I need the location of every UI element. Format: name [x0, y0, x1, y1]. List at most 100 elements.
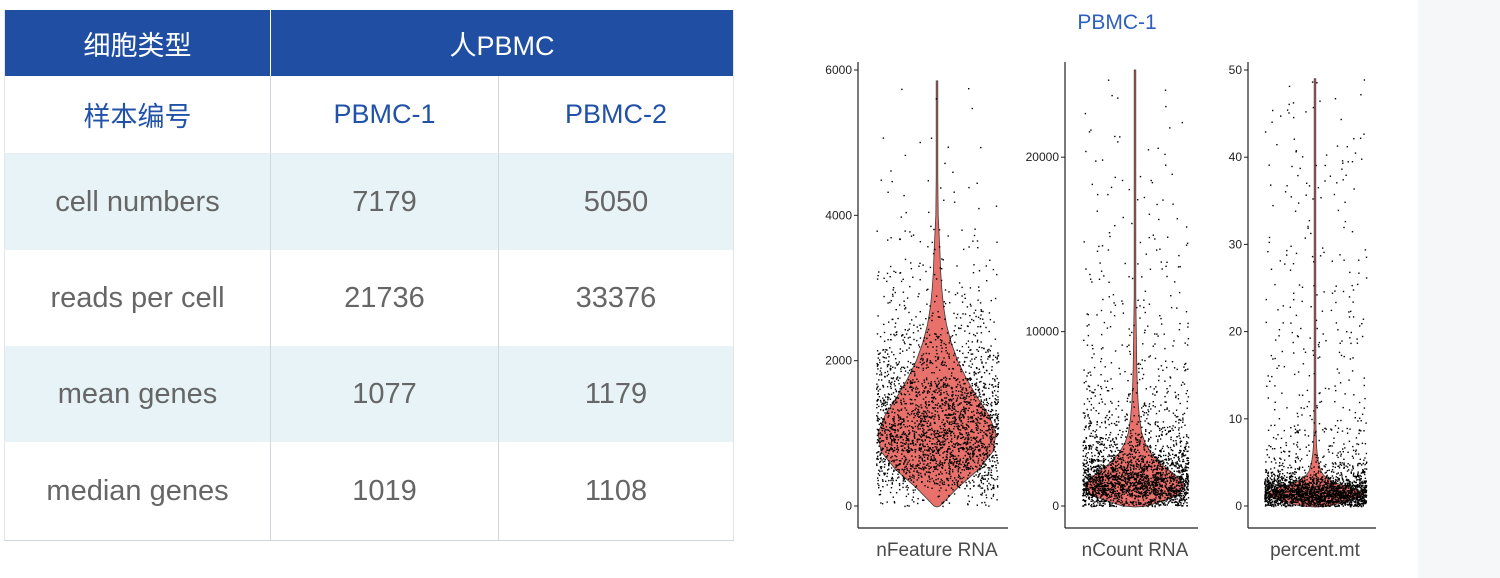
- data-point: [972, 456, 974, 458]
- data-point: [1150, 447, 1152, 449]
- data-point: [1125, 471, 1128, 473]
- data-point: [972, 391, 974, 393]
- data-point: [1131, 496, 1133, 498]
- data-point: [1098, 451, 1100, 453]
- data-point: [900, 392, 902, 394]
- data-point: [991, 391, 994, 393]
- data-point: [1177, 467, 1179, 469]
- sample-1-header: PBMC-1: [270, 76, 499, 154]
- data-point: [1113, 486, 1116, 488]
- data-point: [1149, 492, 1152, 495]
- data-point: [904, 258, 907, 261]
- data-point: [1096, 449, 1099, 452]
- data-point: [889, 301, 891, 304]
- data-point: [985, 399, 988, 401]
- data-point: [976, 396, 979, 398]
- data-point: [1142, 373, 1145, 376]
- data-point: [940, 334, 942, 336]
- data-point: [1089, 273, 1091, 276]
- data-point: [1133, 457, 1135, 460]
- data-point: [939, 394, 941, 396]
- data-point: [890, 442, 893, 444]
- data-point: [975, 392, 977, 394]
- data-point: [914, 489, 916, 491]
- data-point: [1165, 484, 1168, 486]
- data-point: [910, 465, 912, 467]
- data-point: [978, 368, 980, 370]
- data-point: [1109, 482, 1111, 485]
- data-point: [1169, 494, 1172, 497]
- data-point: [1185, 478, 1187, 480]
- data-point: [901, 457, 903, 460]
- data-point: [970, 448, 972, 451]
- data-point: [1129, 444, 1131, 446]
- data-point: [888, 364, 890, 366]
- data-point: [1163, 479, 1165, 482]
- data-point: [1083, 478, 1085, 480]
- data-point: [1116, 464, 1119, 467]
- data-point: [1174, 490, 1176, 492]
- data-point: [1096, 250, 1099, 252]
- data-point: [882, 440, 885, 442]
- data-point: [886, 438, 888, 440]
- data-point: [973, 371, 976, 373]
- data-point: [1146, 460, 1148, 463]
- data-point: [1167, 494, 1169, 497]
- data-point: [1104, 458, 1107, 461]
- data-point: [983, 393, 985, 395]
- data-point: [886, 454, 889, 457]
- data-point: [1135, 392, 1138, 394]
- data-point: [1148, 484, 1150, 486]
- data-point: [1096, 484, 1098, 487]
- data-point: [946, 420, 948, 422]
- data-point: [1179, 322, 1181, 325]
- data-point: [981, 487, 984, 489]
- data-point: [885, 480, 887, 482]
- data-point: [979, 455, 982, 457]
- data-point: [880, 490, 882, 492]
- data-point: [980, 376, 983, 379]
- data-point: [1103, 492, 1105, 494]
- data-point: [881, 447, 883, 449]
- data-point: [922, 369, 924, 371]
- data-point: [1169, 127, 1171, 129]
- data-point: [1185, 477, 1188, 480]
- data-point: [1102, 455, 1105, 457]
- data-point: [1187, 473, 1189, 476]
- data-point: [1138, 488, 1140, 490]
- data-point: [1130, 494, 1132, 496]
- data-point: [1142, 461, 1145, 463]
- data-point: [992, 386, 995, 388]
- data-point: [986, 480, 988, 482]
- data-point: [1099, 437, 1101, 439]
- data-point: [979, 448, 981, 450]
- data-point: [1179, 501, 1181, 504]
- data-point: [1152, 451, 1154, 454]
- data-point: [1134, 448, 1136, 450]
- data-point: [1101, 443, 1103, 446]
- data-point: [991, 431, 994, 433]
- data-point: [982, 318, 984, 320]
- data-point: [1110, 467, 1112, 469]
- data-point: [892, 366, 894, 368]
- data-point: [932, 390, 935, 393]
- data-point: [954, 416, 956, 418]
- data-point: [1165, 164, 1167, 166]
- data-point: [1112, 499, 1114, 502]
- data-point: [1139, 502, 1141, 504]
- data-point: [1089, 475, 1091, 477]
- data-point: [1138, 433, 1140, 436]
- data-point: [1134, 482, 1136, 484]
- data-point: [939, 405, 941, 407]
- data-point: [973, 333, 975, 336]
- data-point: [991, 401, 993, 404]
- data-point: [878, 353, 880, 355]
- data-point: [941, 467, 944, 469]
- data-point: [912, 276, 914, 278]
- data-point: [937, 478, 939, 480]
- data-point: [953, 428, 955, 430]
- data-point: [1116, 472, 1118, 475]
- data-point: [1171, 463, 1174, 465]
- data-point: [1137, 458, 1139, 460]
- data-point: [962, 352, 964, 355]
